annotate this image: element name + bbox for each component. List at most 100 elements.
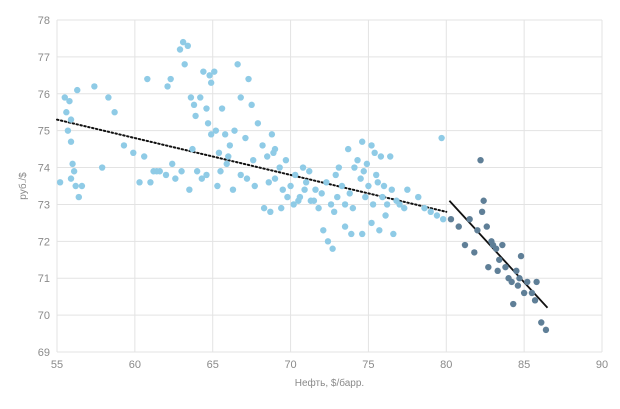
data-point: [248, 101, 255, 109]
data-point: [533, 278, 540, 286]
trendlines: [56, 118, 549, 309]
data-point: [351, 164, 358, 171]
y-tick-label: 70: [38, 310, 50, 322]
data-point: [234, 61, 241, 68]
data-point: [329, 245, 336, 252]
data-point: [98, 164, 106, 171]
data-point: [388, 186, 395, 193]
data-point: [251, 182, 258, 190]
data-point: [187, 94, 195, 101]
data-point: [312, 186, 319, 193]
data-point: [502, 263, 509, 271]
data-point: [204, 120, 212, 127]
data-point: [74, 86, 81, 94]
data-point: [268, 131, 276, 138]
data-point: [348, 230, 355, 238]
data-point: [513, 267, 520, 275]
data-points: [56, 38, 550, 334]
x-tick-label: 60: [129, 359, 141, 371]
data-point: [447, 216, 455, 223]
data-point: [320, 227, 327, 234]
data-point: [332, 171, 339, 179]
x-tick-label: 70: [284, 359, 296, 371]
data-point: [162, 171, 170, 179]
data-point: [373, 171, 380, 179]
data-point: [307, 197, 315, 204]
data-point: [514, 282, 522, 289]
x-tick-label: 85: [518, 359, 530, 371]
data-point: [359, 230, 366, 238]
y-tick-label: 76: [38, 89, 50, 101]
data-point: [335, 164, 343, 171]
data-point: [341, 201, 349, 208]
data-point: [212, 127, 220, 134]
data-point: [485, 263, 492, 271]
data-point: [483, 223, 490, 230]
data-point: [69, 160, 76, 168]
data-point: [193, 168, 201, 175]
data-point: [242, 134, 249, 142]
data-point: [225, 153, 232, 160]
data-point: [189, 145, 196, 153]
data-point: [390, 230, 397, 238]
data-point: [61, 94, 68, 101]
x-axis-title: Нефть, $/барр.: [295, 377, 364, 389]
data-point: [56, 179, 64, 186]
data-point: [415, 193, 422, 201]
data-point: [510, 300, 517, 308]
data-point: [226, 142, 234, 149]
data-point: [290, 201, 297, 208]
data-point: [270, 149, 277, 156]
data-point: [299, 164, 307, 171]
data-point: [363, 160, 371, 168]
data-point: [365, 182, 372, 190]
data-point: [136, 179, 143, 186]
data-point: [197, 94, 204, 101]
data-point: [376, 227, 383, 234]
data-point: [214, 182, 221, 190]
data-point: [471, 249, 478, 256]
data-point: [279, 186, 286, 193]
data-point: [330, 208, 338, 216]
data-point: [215, 149, 223, 156]
data-point: [223, 160, 230, 168]
data-point: [349, 204, 357, 212]
data-point: [284, 193, 291, 201]
y-tick-label: 74: [38, 163, 50, 175]
data-point: [91, 83, 98, 90]
y-axis-title: руб./$: [17, 172, 29, 200]
data-point: [176, 46, 184, 53]
data-point: [401, 204, 408, 212]
data-point: [271, 175, 279, 182]
data-point: [379, 193, 386, 201]
data-point: [480, 197, 487, 204]
data-point: [427, 208, 434, 216]
data-point: [404, 186, 411, 193]
data-point: [455, 223, 462, 230]
data-point: [396, 201, 403, 208]
data-point: [371, 149, 378, 156]
data-point: [203, 105, 210, 112]
data-point: [338, 182, 346, 190]
data-point: [318, 190, 325, 197]
data-point: [211, 68, 218, 75]
data-point: [111, 109, 118, 116]
data-point: [217, 168, 224, 175]
data-point: [531, 297, 539, 304]
x-tick-label: 90: [596, 359, 608, 371]
data-point: [120, 142, 128, 149]
data-point: [186, 186, 193, 193]
data-point: [496, 256, 503, 263]
data-point: [254, 120, 262, 127]
data-point: [520, 289, 528, 297]
data-point: [164, 83, 171, 90]
data-point: [334, 193, 341, 201]
data-point: [354, 156, 361, 164]
data-point: [184, 42, 191, 50]
data-point: [382, 212, 389, 219]
data-point: [466, 216, 473, 223]
data-point: [144, 75, 151, 83]
data-point: [360, 168, 367, 175]
y-tick-label: 69: [38, 347, 50, 359]
data-point: [229, 186, 237, 193]
